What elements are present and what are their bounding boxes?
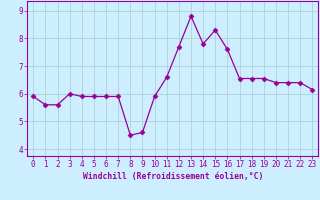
X-axis label: Windchill (Refroidissement éolien,°C): Windchill (Refroidissement éolien,°C) [83, 172, 263, 181]
